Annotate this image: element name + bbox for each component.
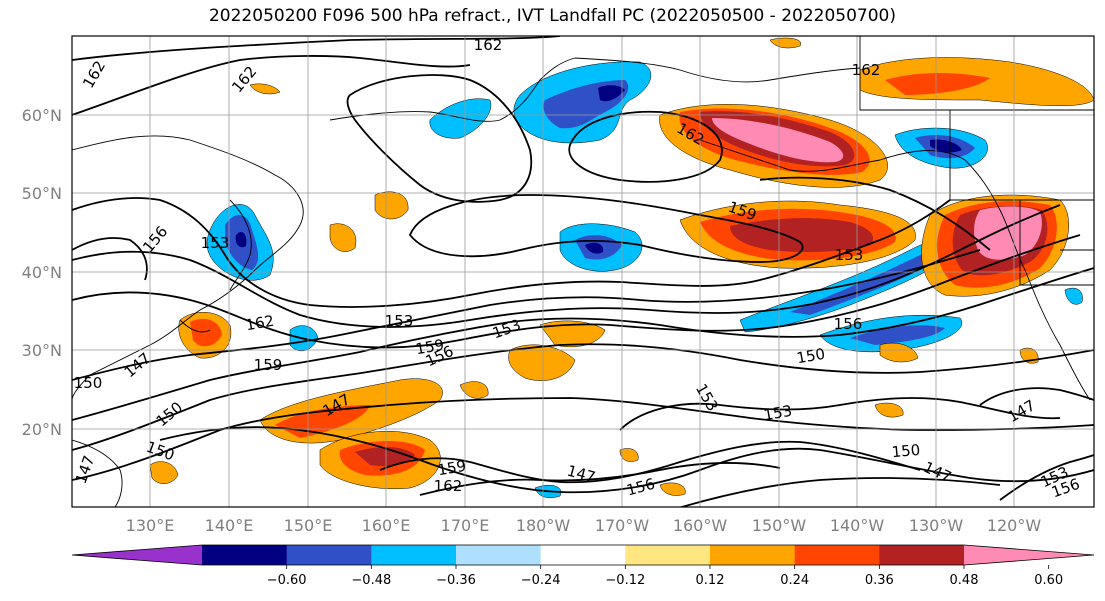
lon-label: 180°W (516, 516, 571, 535)
colorbar-outline (71, 544, 1095, 566)
contour-label: 150 (795, 345, 826, 368)
lon-label: 160°E (362, 516, 411, 535)
colorbar-bin (794, 545, 880, 565)
colorbar-bin (371, 545, 457, 565)
coastlines (72, 36, 1094, 507)
colorbar-bin (540, 545, 626, 565)
lon-label: 170°W (595, 516, 650, 535)
colorbar-tick-label: 0.24 (780, 573, 809, 588)
lon-label: 120°W (987, 516, 1042, 535)
lon-label: 130°E (126, 516, 175, 535)
colorbar-bin (710, 545, 796, 565)
colorbar-tick-label: 0.48 (950, 573, 979, 588)
lon-label: 160°W (673, 516, 728, 535)
contour-label: 153 (835, 246, 864, 264)
latitude-labels: 60°N 50°N 40°N 30°N 20°N (22, 106, 62, 439)
colorbar-tick-label: −0.60 (267, 573, 307, 588)
contour-label: 153 (201, 234, 230, 252)
lat-label: 20°N (22, 420, 62, 439)
contour-label: 162 (852, 61, 881, 79)
colorbar-bin (456, 545, 542, 565)
lon-label: 150°W (752, 516, 807, 535)
colorbar-tick-label: −0.24 (521, 573, 561, 588)
colorbar: −0.60 −0.48 −0.36 −0.24 −0.12 0.12 0.24 0.36 0.4… (71, 544, 1095, 588)
colorbar-tick-label: −0.36 (436, 573, 476, 588)
map-title: 2022050200 F096 500 hPa refract., IVT La… (208, 6, 896, 26)
lon-label: 130°W (909, 516, 964, 535)
contour-label: 153 (762, 402, 793, 425)
colorbar-bin (879, 545, 965, 565)
height-contours (72, 36, 1094, 507)
colorbar-bin (286, 545, 372, 565)
contour-label: 153 (385, 312, 414, 330)
colorbar-tick-label: −0.12 (605, 573, 645, 588)
contour-label: 159 (436, 457, 467, 480)
lon-label: 150°E (284, 516, 333, 535)
colorbar-extend-max (964, 545, 1094, 565)
lon-label: 170°E (441, 516, 490, 535)
lat-label: 60°N (22, 106, 62, 125)
graticule (72, 36, 1094, 507)
colorbar-extend-min (72, 545, 202, 565)
contour-label: 162 (244, 312, 275, 335)
colorbar-bin (202, 545, 288, 565)
lat-label: 50°N (22, 184, 62, 203)
colorbar-tick-label: −0.48 (351, 573, 391, 588)
contour-label: 156 (834, 315, 863, 333)
shaded-field (149, 37, 1094, 498)
lat-label: 30°N (22, 341, 62, 360)
contour-label: 159 (254, 356, 283, 374)
map-frame (71, 35, 1095, 508)
contour-label: 159 (414, 336, 445, 359)
colorbar-bin (625, 545, 711, 565)
lon-label: 140°W (830, 516, 885, 535)
contour-label: 150 (74, 374, 103, 392)
lat-label: 40°N (22, 263, 62, 282)
colorbar-tick-label: 0.60 (1034, 573, 1063, 588)
longitude-labels: 130°E 140°E 150°E 160°E 170°E 180°W 170°… (126, 516, 1042, 535)
contour-label: 162 (434, 477, 463, 495)
colorbar-tick-label: 0.12 (696, 573, 725, 588)
lon-label: 140°E (205, 516, 254, 535)
contour-label: 162 (474, 36, 503, 54)
contour-label: 150 (891, 441, 921, 461)
colorbar-tick-label: 0.36 (865, 573, 894, 588)
